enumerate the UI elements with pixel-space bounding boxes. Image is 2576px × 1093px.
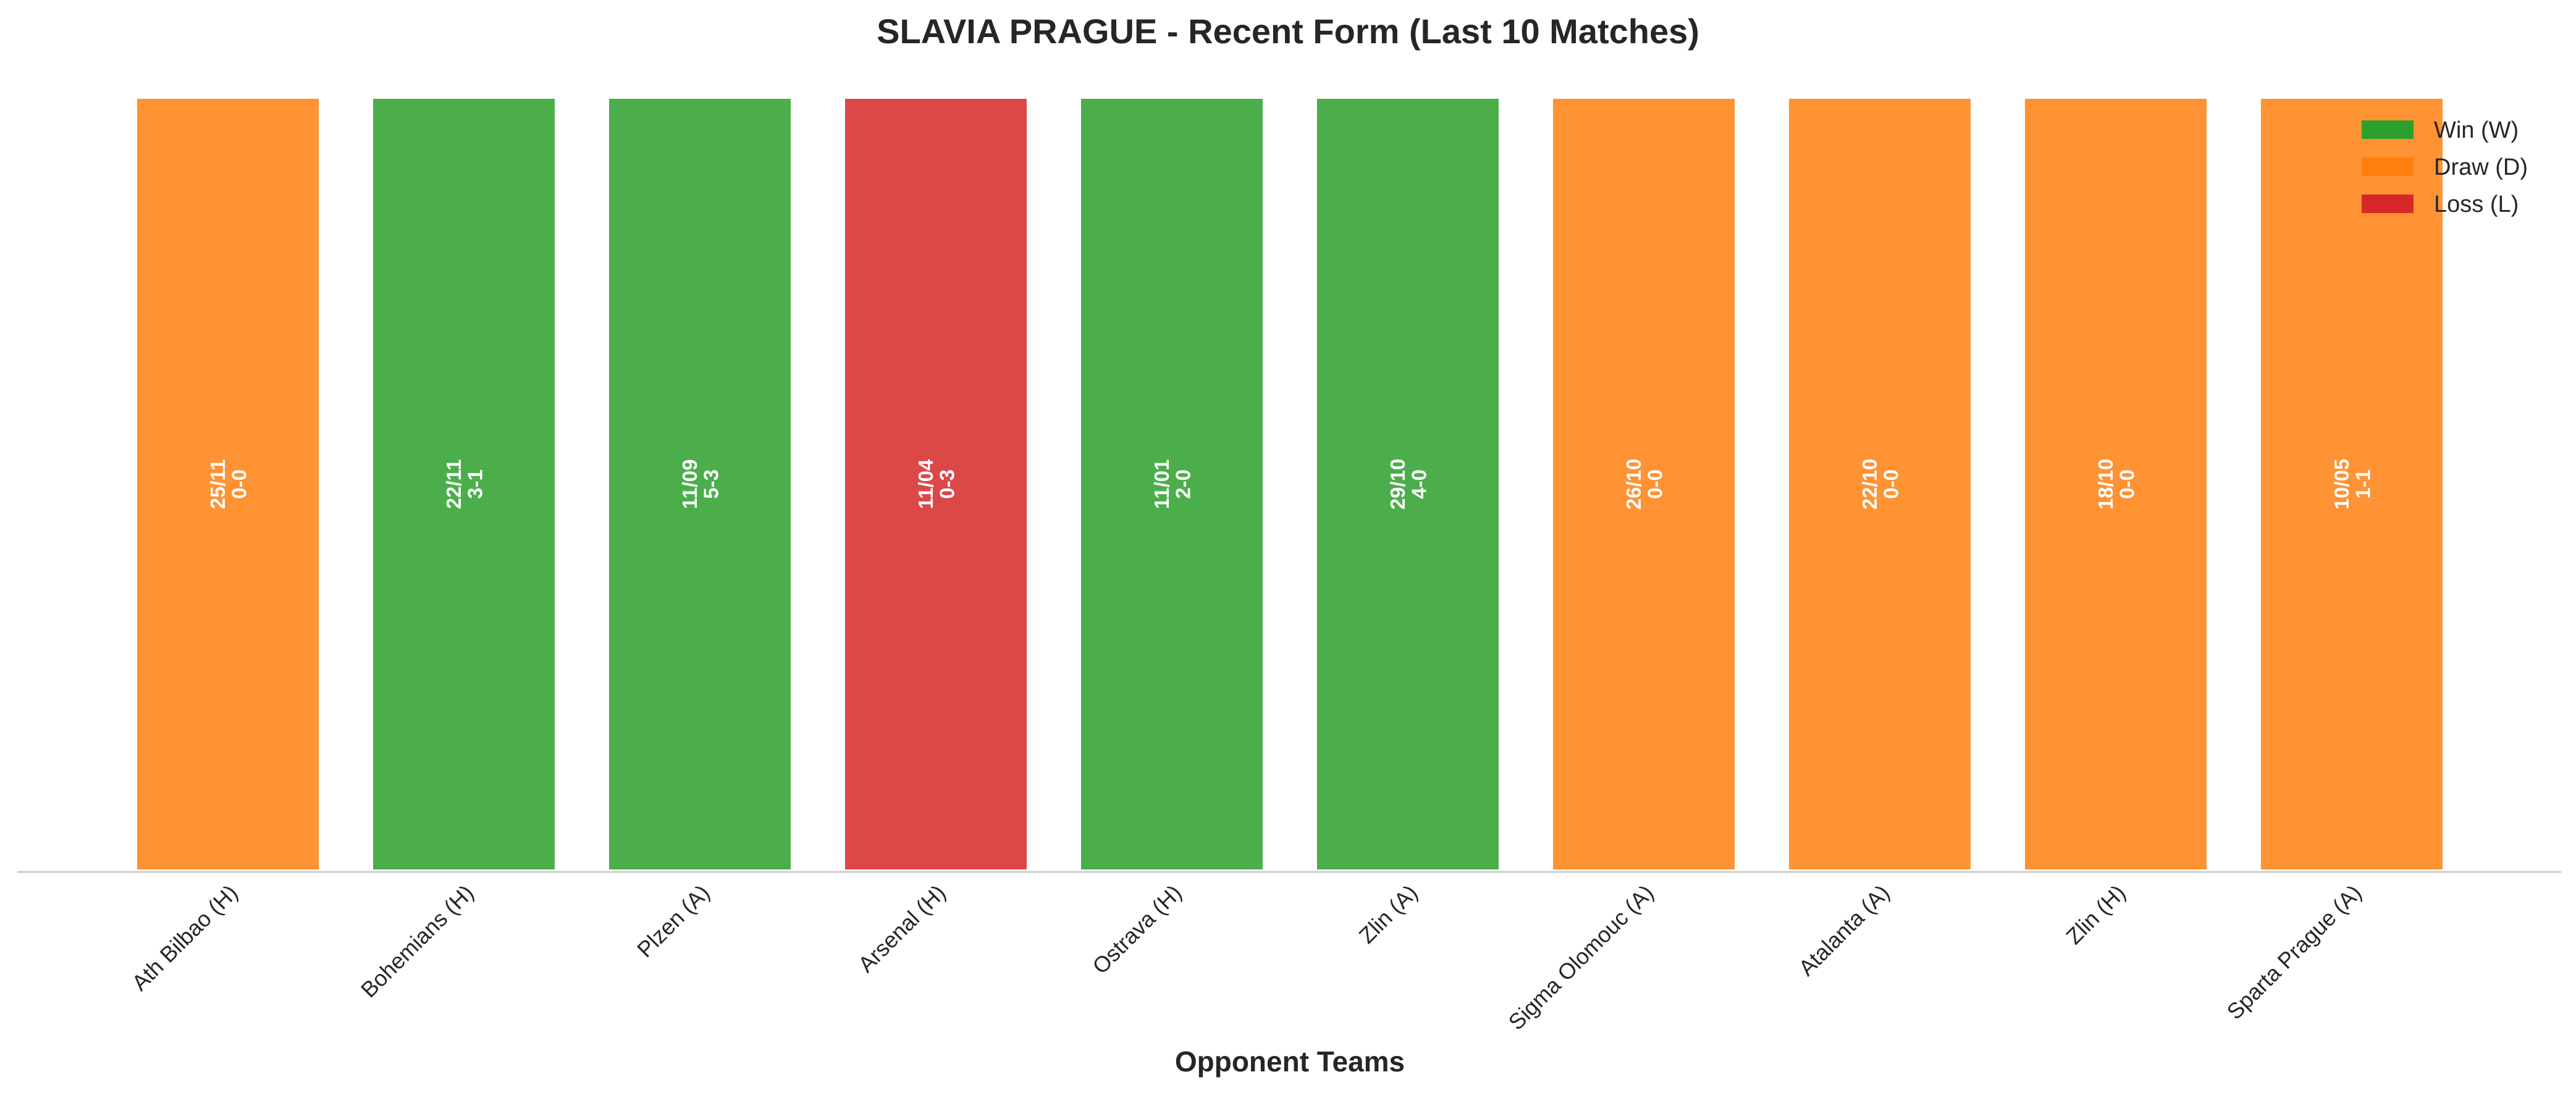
legend-label-w: Win (W) bbox=[2434, 117, 2519, 143]
bar-2 bbox=[371, 96, 557, 872]
x-tick-label-8: Atalanta (A) bbox=[1793, 880, 1894, 981]
bar-8 bbox=[1787, 96, 1973, 872]
x-tick-labels: Ath Bilbao (H) Bohemians (H) Plzen (A) Arse… bbox=[127, 880, 2366, 1035]
legend-swatch-w bbox=[2362, 120, 2414, 139]
bar-1 bbox=[135, 96, 321, 872]
x-axis-label: Opponent Teams bbox=[1175, 1045, 1405, 1078]
bar-label-3: 11/095-3 bbox=[678, 459, 723, 509]
x-tick-label-4: Arsenal (H) bbox=[853, 880, 951, 978]
x-tick-label-5: Ostrava (H) bbox=[1087, 880, 1187, 979]
bar-label-5: 11/012-0 bbox=[1150, 459, 1195, 509]
x-tick-label-9: Zlin (H) bbox=[2061, 880, 2130, 949]
legend-label-l: Loss (L) bbox=[2434, 191, 2519, 217]
legend-label-d: Draw (D) bbox=[2434, 154, 2528, 180]
legend: Win (W) Draw (D) Loss (L) bbox=[2362, 117, 2528, 217]
bar-label-8: 22/100-0 bbox=[1858, 459, 1903, 510]
bar-label-6: 29/104-0 bbox=[1386, 459, 1431, 510]
x-tick-label-1: Ath Bilbao (H) bbox=[127, 880, 242, 995]
x-tick-label-10: Sparta Prague (A) bbox=[2221, 880, 2366, 1024]
bar-3 bbox=[607, 96, 793, 872]
bar-7 bbox=[1551, 96, 1737, 872]
bar-label-7: 26/100-0 bbox=[1622, 459, 1667, 510]
legend-swatch-d bbox=[2362, 157, 2414, 176]
bar-label-1: 25/110-0 bbox=[206, 459, 251, 509]
bar-6 bbox=[1315, 96, 1501, 872]
bar-label-10: 10/051-1 bbox=[2330, 459, 2375, 510]
bar-4 bbox=[843, 96, 1029, 872]
bar-label-4: 11/040-3 bbox=[914, 459, 959, 509]
bar-10 bbox=[2258, 96, 2445, 872]
chart-title: SLAVIA PRAGUE - Recent Form (Last 10 Mat… bbox=[877, 12, 1699, 51]
bar-label-9: 18/100-0 bbox=[2094, 459, 2139, 510]
legend-swatch-l bbox=[2362, 195, 2414, 213]
x-tick-label-2: Bohemians (H) bbox=[356, 880, 479, 1003]
x-tick-label-7: Sigma Olomouc (A) bbox=[1504, 880, 1659, 1035]
bar-5 bbox=[1079, 96, 1265, 872]
bars-group: 25/110-0 22/113-1 11/095-3 11/040-3 11/012-0… bbox=[135, 96, 2445, 872]
bar-9 bbox=[2022, 96, 2209, 872]
bar-label-2: 22/113-1 bbox=[442, 459, 487, 509]
x-tick-label-6: Zlin (A) bbox=[1354, 880, 1423, 949]
x-tick-label-3: Plzen (A) bbox=[632, 880, 715, 963]
